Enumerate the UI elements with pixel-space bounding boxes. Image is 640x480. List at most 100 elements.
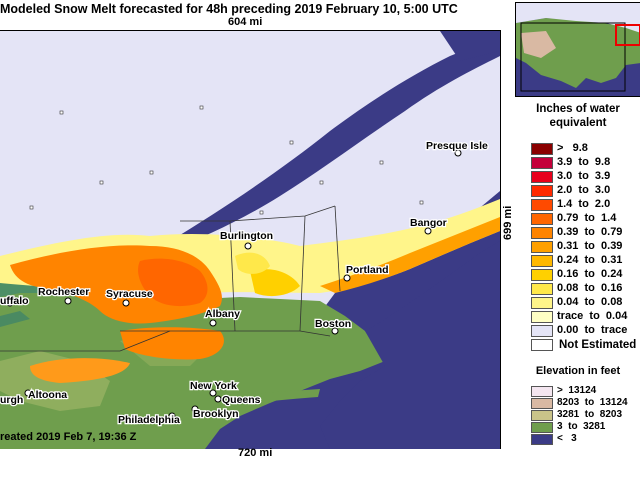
legend-label: 0.24 to 0.31 (557, 254, 623, 266)
elevation-row: 3281 to 8203 (531, 409, 640, 422)
legend-row: 3.0 to 3.9 (531, 170, 640, 184)
city-rochester: Rochester (38, 286, 89, 298)
legend-row: 0.39 to 0.79 (531, 226, 640, 240)
city-buffalo: uffalo (0, 295, 29, 307)
not-estimated-legend: Not Estimated (531, 339, 636, 351)
st-lawrence-river (170, 36, 500, 249)
legend-row: 0.04 to 0.08 (531, 296, 640, 310)
scale-right-label: 699 mi (502, 205, 514, 240)
elevation-row: < 3 (531, 433, 640, 446)
legend-row: 0.79 to 1.4 (531, 212, 640, 226)
elevation-swatch (531, 410, 553, 421)
legend-swatch (531, 297, 553, 309)
legend-row: 0.31 to 0.39 (531, 240, 640, 254)
inset-frame (520, 22, 626, 92)
legend-label: 0.79 to 1.4 (557, 212, 617, 224)
elevation-row: 8203 to 13124 (531, 397, 640, 410)
state-borders (0, 205, 341, 352)
legend-swatch (531, 227, 553, 239)
lake-erie (0, 311, 30, 327)
legend-title: Inches of water equivalent (536, 103, 620, 129)
inset-highlight-box (615, 24, 640, 46)
elevation-label: 8203 to 13124 (557, 397, 628, 408)
legend-label: 3.9 to 9.8 (557, 156, 611, 168)
melt-orange-pa (30, 358, 130, 383)
elevation-swatch (531, 398, 553, 409)
elevation-legend-title: Elevation in feet (535, 365, 621, 377)
city-altoona: Altoona (28, 389, 67, 401)
legend-swatch (531, 269, 553, 281)
snow-melt-map[interactable]: Presque Isle Bangor Burlington Portland … (0, 30, 501, 449)
legend-label: 0.39 to 0.79 (557, 226, 623, 238)
city-queens: Queens (222, 394, 261, 406)
legend-swatch (531, 255, 553, 267)
legend-swatch (531, 185, 553, 197)
legend-swatch (531, 283, 553, 295)
legend-swatch (531, 311, 553, 323)
legend-swatch (531, 213, 553, 225)
not-estimated-swatch (531, 339, 553, 351)
elevation-swatch (531, 422, 553, 433)
legend-label: 0.31 to 0.39 (557, 240, 623, 252)
legend-label: 1.4 to 2.0 (557, 198, 611, 210)
legend-label: 0.00 to trace (557, 324, 628, 336)
city-pittsburgh: urgh (0, 394, 23, 406)
created-timestamp: reated 2019 Feb 7, 19:36 Z (0, 431, 137, 443)
melt-light-vt (235, 252, 270, 274)
legend-row: 1.4 to 2.0 (531, 198, 640, 212)
city-portland: Portland (346, 264, 389, 276)
city-boston: Boston (315, 318, 351, 330)
elevation-row: 3 to 3281 (531, 421, 640, 434)
legend-row: 0.24 to 0.31 (531, 254, 640, 268)
city-albany: Albany (205, 308, 240, 320)
melt-deep-orange (138, 258, 208, 307)
scale-bottom-label: 720 mi (238, 447, 273, 459)
legend-label: 3.0 to 3.9 (557, 170, 611, 182)
city-burlington: Burlington (220, 230, 273, 242)
elevation-row: > 13124 (531, 385, 640, 398)
legend-swatch (531, 143, 553, 155)
legend-label: 2.0 to 3.0 (557, 184, 611, 196)
map-title: Modeled Snow Melt forecasted for 48h pre… (0, 2, 458, 16)
legend-row: trace to 0.04 (531, 310, 640, 324)
city-brooklyn: Brooklyn (193, 408, 239, 420)
legend-swatch (531, 241, 553, 253)
legend-label: > 9.8 (557, 142, 588, 154)
city-philadelphia: Philadelphia (118, 414, 180, 426)
legend-swatch (531, 199, 553, 211)
city-new-york: New York (190, 380, 237, 392)
elevation-swatch (531, 434, 553, 445)
city-syracuse: Syracuse (106, 288, 153, 300)
legend-row: 3.9 to 9.8 (531, 156, 640, 170)
elevation-label: > 13124 (557, 385, 597, 396)
legend-label: 0.08 to 0.16 (557, 282, 623, 294)
locator-inset-map (515, 2, 640, 97)
legend-swatch (531, 325, 553, 337)
city-bangor: Bangor (410, 217, 447, 229)
station-markers (29, 105, 424, 215)
long-island (215, 389, 320, 407)
elevation-label: 3 to 3281 (557, 421, 606, 432)
legend-row: 0.00 to trace (531, 324, 640, 338)
elevation-swatch (531, 386, 553, 397)
elevation-label: 3281 to 8203 (557, 409, 623, 420)
new-england-coast (320, 241, 500, 449)
gulf-water (440, 31, 500, 61)
legend-row: 0.08 to 0.16 (531, 282, 640, 296)
legend-swatch (531, 157, 553, 169)
scale-top-label: 604 mi (228, 16, 263, 28)
legend-label: 0.16 to 0.24 (557, 268, 623, 280)
melt-coast-maine (320, 217, 500, 293)
melt-orange-south (120, 327, 224, 360)
legend-row: > 9.8 (531, 142, 640, 156)
legend-label: trace to 0.04 (557, 310, 628, 322)
city-labels: Presque Isle Bangor Burlington Portland … (0, 139, 489, 428)
legend-label: 0.04 to 0.08 (557, 296, 623, 308)
city-dots (6, 149, 462, 420)
legend-row: 2.0 to 3.0 (531, 184, 640, 198)
city-presque-isle: Presque Isle (426, 140, 488, 152)
melt-yellow-nh (250, 269, 300, 297)
legend-swatch (531, 171, 553, 183)
legend-row: 0.16 to 0.24 (531, 268, 640, 282)
elevation-label: < 3 (557, 433, 577, 444)
